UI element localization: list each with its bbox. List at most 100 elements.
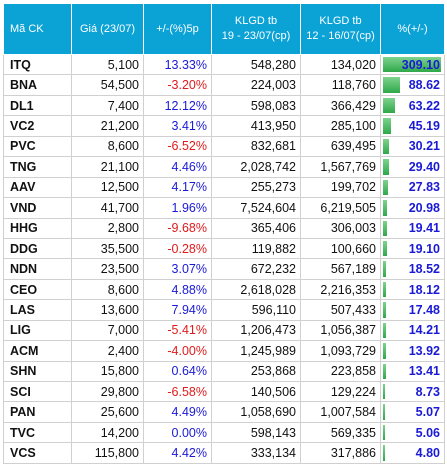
- table-row: AAV 12,500 4.17% 255,273 199,702 27.83: [3, 176, 445, 199]
- price-cell: 13,600: [71, 299, 144, 321]
- klgd-prev-cell: 118,760: [300, 74, 381, 96]
- pct-change-cell: 29.40: [380, 156, 445, 178]
- stock-code: CEO: [3, 278, 72, 301]
- change-cell: 13.33%: [143, 53, 212, 76]
- pct-data-bar: [383, 322, 386, 339]
- klgd-recent-cell: 598,143: [211, 421, 301, 444]
- pct-value: 17.48: [408, 302, 440, 317]
- table-row: TVC 14,200 0.00% 598,143 569,335 5.06: [3, 421, 445, 444]
- pct-data-bar: [383, 240, 387, 257]
- change-cell: 0.00%: [143, 421, 212, 444]
- price-cell: 14,200: [71, 421, 144, 444]
- klgd-prev-cell: 306,003: [300, 217, 381, 239]
- price-cell: 7,000: [71, 319, 144, 342]
- price-cell: 2,800: [71, 217, 144, 239]
- klgd-recent-cell: 1,058,690: [211, 401, 301, 423]
- klgd-recent-cell: 253,868: [211, 360, 301, 383]
- pct-change-cell: 18.12: [380, 278, 445, 301]
- price-cell: 25,600: [71, 401, 144, 423]
- klgd-prev-cell: 100,660: [300, 237, 381, 260]
- pct-data-bar: [383, 220, 387, 236]
- pct-value: 18.12: [408, 282, 440, 297]
- table-row: SCI 29,800 -6.58% 140,506 129,224 8.73: [3, 380, 445, 403]
- klgd-prev-cell: 507,433: [300, 299, 381, 321]
- pct-value: 19.10: [408, 241, 440, 256]
- table-row: VCS 115,800 4.42% 333,134 317,886 4.80: [3, 442, 445, 464]
- pct-change-cell: 14.21: [380, 319, 445, 342]
- table-row: LAS 13,600 7.94% 596,110 507,433 17.48: [3, 299, 445, 321]
- price-cell: 15,800: [71, 360, 144, 383]
- change-cell: -4.00%: [143, 340, 212, 362]
- table-header-row: Mã CK Giá (23/07) +/-(%)5p KLGD tb 19 - 2…: [3, 3, 445, 55]
- pct-data-bar: [383, 363, 386, 379]
- price-cell: 8,600: [71, 135, 144, 158]
- header-klgd-prev: KLGD tb 12 - 16/07(cp): [300, 3, 381, 55]
- change-cell: 4.46%: [143, 156, 212, 178]
- klgd-prev-cell: 1,567,769: [300, 156, 381, 178]
- pct-change-cell: 63.22: [380, 94, 445, 117]
- stock-code: PVC: [3, 135, 72, 158]
- change-cell: -9.68%: [143, 217, 212, 239]
- pct-data-bar: [383, 97, 395, 114]
- table-row: VC2 21,200 3.41% 413,950 285,100 45.19: [3, 115, 445, 137]
- pct-change-cell: 88.62: [380, 74, 445, 96]
- stock-code: AAV: [3, 176, 72, 199]
- pct-value: 30.21: [408, 139, 440, 154]
- stock-volume-table: Mã CK Giá (23/07) +/-(%)5p KLGD tb 19 - 2…: [3, 3, 445, 464]
- table-row: BNA 54,500 -3.20% 224,003 118,760 88.62: [3, 74, 445, 96]
- stock-code: DDG: [3, 237, 72, 260]
- klgd-prev-cell: 199,702: [300, 176, 381, 199]
- pct-change-cell: 13.92: [380, 340, 445, 362]
- pct-data-bar: [383, 384, 385, 400]
- stock-code: LAS: [3, 299, 72, 321]
- stock-code: NDN: [3, 258, 72, 280]
- stock-code: ITQ: [3, 53, 72, 76]
- pct-data-bar: [383, 261, 387, 277]
- table-row: NDN 23,500 3.07% 672,232 567,189 18.52: [3, 258, 445, 280]
- klgd-prev-cell: 1,007,584: [300, 401, 381, 423]
- header-klgd-recent-line1: KLGD tb: [234, 15, 278, 27]
- klgd-recent-cell: 832,681: [211, 135, 301, 158]
- klgd-prev-cell: 366,429: [300, 94, 381, 117]
- klgd-recent-cell: 1,245,989: [211, 340, 301, 362]
- pct-value: 8.73: [415, 384, 440, 399]
- pct-change-cell: 17.48: [380, 299, 445, 321]
- change-cell: 4.49%: [143, 401, 212, 423]
- pct-value: 5.06: [415, 425, 440, 440]
- klgd-prev-cell: 285,100: [300, 115, 381, 137]
- pct-value: 5.07: [415, 405, 440, 420]
- klgd-recent-cell: 413,950: [211, 115, 301, 137]
- klgd-recent-cell: 672,232: [211, 258, 301, 280]
- pct-value: 19.41: [408, 221, 440, 236]
- klgd-prev-cell: 317,886: [300, 442, 381, 464]
- pct-data-bar: [383, 159, 389, 175]
- pct-value: 309.10: [401, 57, 440, 72]
- pct-value: 14.21: [408, 323, 440, 338]
- klgd-recent-cell: 333,134: [211, 442, 301, 464]
- stock-code: VND: [3, 197, 72, 219]
- table-row: ACM 2,400 -4.00% 1,245,989 1,093,729 13.92: [3, 340, 445, 362]
- header-klgd-prev-line2: 12 - 16/07(cp): [306, 30, 375, 42]
- klgd-prev-cell: 567,189: [300, 258, 381, 280]
- klgd-recent-cell: 1,206,473: [211, 319, 301, 342]
- stock-code: DL1: [3, 94, 72, 117]
- pct-data-bar: [383, 138, 389, 155]
- price-cell: 5,100: [71, 53, 144, 76]
- klgd-recent-cell: 119,882: [211, 237, 301, 260]
- price-cell: 29,800: [71, 380, 144, 403]
- price-cell: 21,100: [71, 156, 144, 178]
- change-cell: 4.17%: [143, 176, 212, 199]
- table-row: DDG 35,500 -0.28% 119,882 100,660 19.10: [3, 237, 445, 260]
- table-row: PVC 8,600 -6.52% 832,681 639,495 30.21: [3, 135, 445, 158]
- price-cell: 7,400: [71, 94, 144, 117]
- pct-value: 45.19: [408, 119, 440, 134]
- pct-change-cell: 19.41: [380, 217, 445, 239]
- change-cell: 7.94%: [143, 299, 212, 321]
- klgd-recent-cell: 598,083: [211, 94, 301, 117]
- pct-data-bar: [383, 343, 386, 359]
- header-price: Giá (23/07): [71, 3, 144, 55]
- price-cell: 12,500: [71, 176, 144, 199]
- pct-value: 18.52: [408, 262, 440, 277]
- klgd-prev-cell: 134,020: [300, 53, 381, 76]
- klgd-recent-cell: 7,524,604: [211, 197, 301, 219]
